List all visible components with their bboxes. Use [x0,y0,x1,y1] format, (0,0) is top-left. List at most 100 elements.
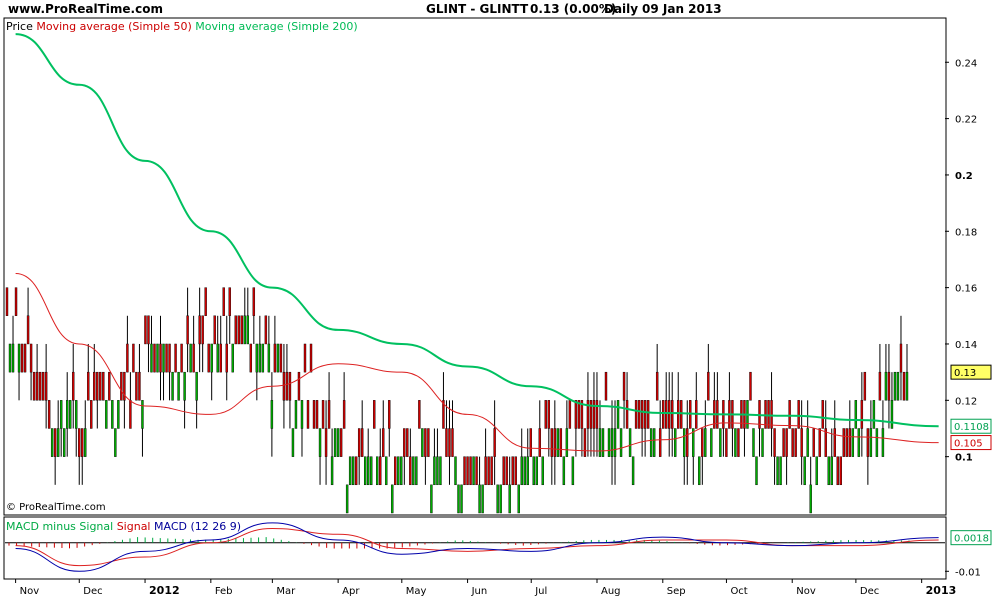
candle-body [249,343,253,373]
candle-body [451,428,454,457]
price-panel-frame [3,17,947,516]
candle-body [457,484,460,514]
candle-body [499,484,502,514]
candle-body [35,371,39,401]
candle-body [210,343,213,373]
candle-body [388,400,391,429]
y-tick-label: 0.1 [955,453,973,464]
candle-body [863,371,867,401]
x-tick-label: Nov [20,586,40,597]
candle-body [767,400,770,429]
candle-body [207,343,210,373]
candle-body [845,428,848,457]
candle-body [412,456,415,486]
candle-body [701,428,704,457]
macd-value-tag-box [950,530,992,546]
candle-body [664,400,668,429]
candle-body [222,287,225,316]
candle-body [634,400,638,429]
candle-body [893,371,897,401]
candle-body [848,428,852,457]
candle-body [114,428,117,457]
candle-body [857,428,861,457]
candle-body [586,400,590,429]
candle-body [583,428,587,457]
candle-body [234,315,237,345]
candle-body [827,456,830,486]
candle-body [102,371,105,401]
candle-body [330,456,334,486]
x-tick-label: Oct [730,586,747,597]
candle-body [8,343,12,373]
candle-body [734,428,737,457]
candle-body [62,428,66,457]
last-price-tag-box [950,364,992,380]
candle-body [529,428,532,457]
candle-body [183,371,186,401]
candle-body [559,428,563,457]
candle-body [800,428,803,457]
candle-body [487,456,490,486]
candle-body [872,400,876,429]
candle-body [198,315,201,345]
candle-body [243,315,246,345]
candle-body [752,428,755,457]
candle-body [478,484,481,514]
candle-body [78,428,81,457]
candle-body [327,400,331,429]
candle-body [619,428,623,457]
candle-body [421,428,424,457]
candle-body [162,343,165,373]
candle-body [677,400,680,429]
candle-body [385,456,388,486]
candle-body [517,484,520,514]
candle-body [815,456,818,486]
legend-macd-hist: MACD minus Signal [6,520,114,533]
candle-body [99,371,102,401]
y-tick-label: 0.22 [955,115,977,126]
candle-body [135,371,138,401]
candle-body [707,371,710,401]
candle-body [505,456,508,486]
candle-body [806,428,809,457]
instrument-name: GLINT - GLINTT [426,2,529,16]
candle-body [671,400,674,429]
candle-body [132,343,135,373]
candle-body [321,400,325,429]
candle-body [755,456,758,486]
candle-body [159,343,162,373]
candle-body [725,428,728,457]
candle-body [303,343,307,373]
candle-body [32,371,36,401]
candle-body [511,456,514,486]
legend-ma200: Moving average (Simple 200) [195,20,358,33]
candle-body [803,456,806,486]
candle-body [168,343,171,373]
candle-body [279,343,283,373]
candle-body [348,456,352,486]
candle-body [351,456,355,486]
candle-body [475,456,478,486]
ma50-tag: 0.105 [954,439,983,450]
candle-body [631,456,635,486]
candle-body [180,343,183,373]
candle-body [367,456,370,486]
candle-body [643,400,647,429]
macd-line [15,522,939,572]
y-tick-label: 0.16 [955,284,977,295]
candle-body [788,400,791,429]
candle-body [174,343,177,373]
candle-body [204,287,207,316]
candle-body [90,400,93,429]
period-label: Daily [604,2,639,16]
candle-body [50,428,54,457]
x-tick-label: Nov [796,586,816,597]
candle-body [598,428,602,457]
candle-body [66,400,69,429]
candle-body [833,428,836,457]
candle-body [189,343,192,373]
candle-body [237,315,240,345]
candle-body [535,456,538,486]
